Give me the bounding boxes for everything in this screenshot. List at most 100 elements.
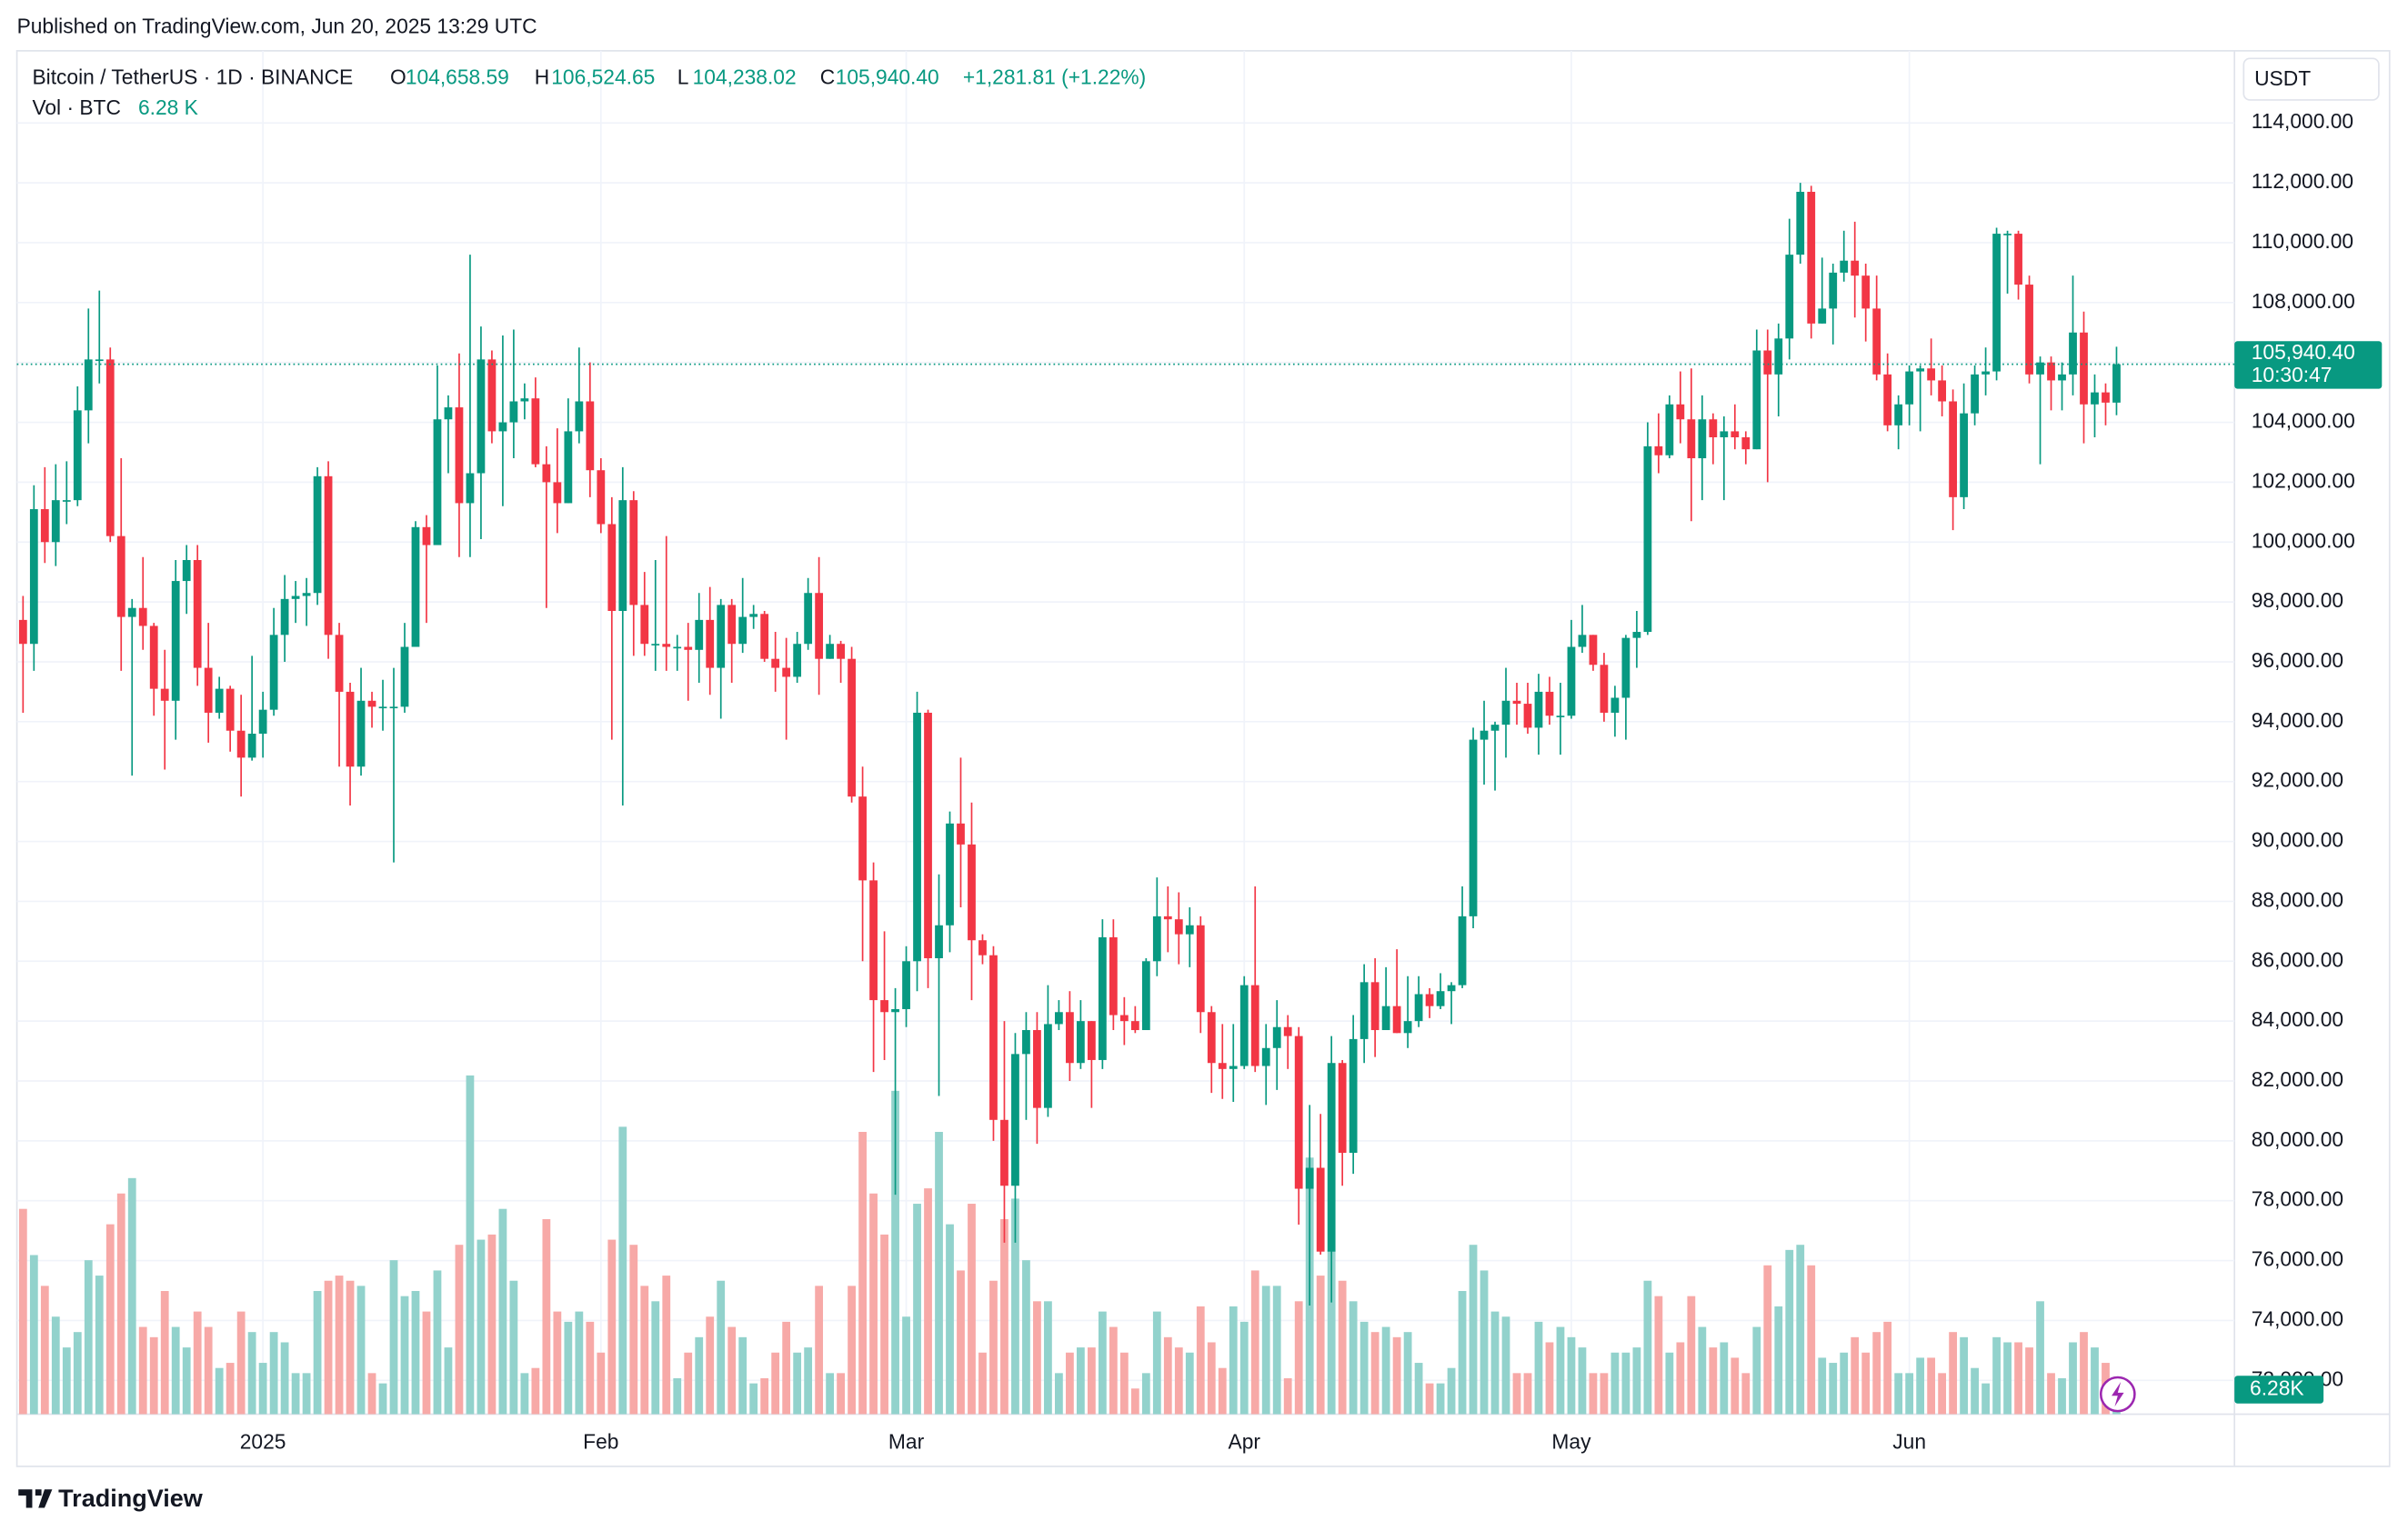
candle-body [105, 359, 115, 536]
candle-body [738, 616, 747, 645]
volume-bar [160, 1291, 169, 1415]
candle-body [1055, 1012, 1063, 1025]
y-tick-label: 88,000.00 [2252, 887, 2343, 911]
candle-body [487, 359, 497, 432]
volume-badge-label: 6.28K [2250, 1376, 2304, 1400]
candle-body [575, 401, 584, 432]
candle-body [1643, 445, 1652, 633]
candle-body [1698, 419, 1707, 459]
volume-bar [378, 1383, 387, 1415]
volume-bar [771, 1352, 780, 1415]
volume-bar [1469, 1245, 1478, 1415]
candle-body [280, 598, 289, 635]
candle-body [553, 482, 562, 504]
volume-bar [738, 1336, 747, 1415]
candle-body [1829, 272, 1838, 309]
countdown-label: 10:30:47 [2252, 363, 2333, 386]
candle-body [149, 625, 158, 689]
volume-bar [1250, 1270, 1259, 1415]
x-tick-label: Feb [583, 1430, 618, 1454]
candle-body [1370, 982, 1380, 1031]
volume-bar [804, 1347, 813, 1415]
volume-bar [1960, 1336, 1968, 1415]
volume-bar [127, 1177, 136, 1415]
candle-body [869, 880, 878, 1001]
candle-body [302, 593, 311, 596]
candle-body [1982, 371, 1990, 375]
overlay: 114,000.00 112,000.00 110,000.00 108,000.00… [16, 109, 2383, 1454]
candle-body [171, 581, 180, 701]
candle-body [858, 796, 867, 881]
volume-bar [2058, 1377, 2066, 1415]
volume-bar [913, 1204, 921, 1415]
volume-bar [1752, 1326, 1761, 1415]
volume-bar [815, 1286, 824, 1415]
candle-body [182, 560, 191, 582]
candle-body [1414, 994, 1423, 1022]
volume-bar [182, 1347, 191, 1415]
volume-bar [1709, 1347, 1718, 1415]
legend-close-label: C [820, 65, 835, 88]
volume-bar [978, 1352, 987, 1415]
candle-body [1796, 191, 1805, 255]
candle-body [2025, 285, 2033, 375]
volume-bar [1523, 1373, 1532, 1415]
candle-body [324, 475, 333, 635]
candle-body [335, 635, 344, 692]
candle-body [1687, 419, 1696, 459]
volume-bar [509, 1280, 518, 1415]
volume-bar [498, 1208, 507, 1415]
volume-bar [1044, 1301, 1052, 1415]
currency-label[interactable]: USDT [2254, 66, 2311, 90]
last-price-label: 105,940.40 [2252, 340, 2355, 364]
candle-body [1469, 739, 1478, 916]
candle-body [1916, 368, 1925, 372]
candle-body [1567, 646, 1576, 716]
legend-open-label: O [390, 65, 406, 88]
volume-bar [531, 1367, 540, 1415]
legend-open: 104,658.59 [406, 65, 509, 88]
volume-bar [291, 1373, 300, 1415]
volume-bar [1338, 1280, 1347, 1415]
volume-bar [1807, 1265, 1816, 1415]
candle-body [367, 700, 376, 707]
y-tick-label: 74,000.00 [2252, 1306, 2343, 1330]
volume-bar [760, 1377, 769, 1415]
candle-body [1840, 260, 1849, 273]
candle-body [1752, 350, 1761, 450]
candle-body [717, 605, 726, 668]
candle-body [258, 709, 267, 735]
volume-bar [171, 1326, 180, 1415]
candle-body [618, 500, 627, 611]
legend-low-label: L [677, 65, 689, 88]
volume-bar [1272, 1286, 1281, 1415]
volume-bar [1763, 1265, 1772, 1415]
volume-bar [1731, 1357, 1740, 1415]
volume-bar [1392, 1336, 1401, 1415]
volume-bar [869, 1193, 878, 1415]
currency-button[interactable] [2242, 57, 2380, 101]
volume-bar [1654, 1296, 1663, 1415]
last-price-badge [2234, 341, 2383, 389]
volume-bar [1600, 1373, 1609, 1415]
candle-body [1360, 982, 1369, 1039]
volume-bar [1829, 1363, 1838, 1415]
volume-bar [1992, 1336, 2001, 1415]
volume-bar [324, 1280, 333, 1415]
volume-bar [673, 1377, 682, 1415]
volume-bar [1621, 1352, 1630, 1415]
candle-body [1087, 1021, 1096, 1060]
candle-body [782, 667, 791, 677]
candle-body [1022, 1030, 1030, 1055]
candle-body [1927, 368, 1936, 381]
volume-bar [2003, 1342, 2012, 1415]
candle-body [1480, 730, 1489, 740]
volume-bar [542, 1218, 551, 1415]
candle-body [1392, 1006, 1401, 1034]
candle-body [1098, 936, 1107, 1060]
candle-body [356, 700, 366, 767]
volume-bar [138, 1326, 147, 1415]
candle-body [1665, 404, 1674, 455]
volume-bar [695, 1336, 704, 1415]
